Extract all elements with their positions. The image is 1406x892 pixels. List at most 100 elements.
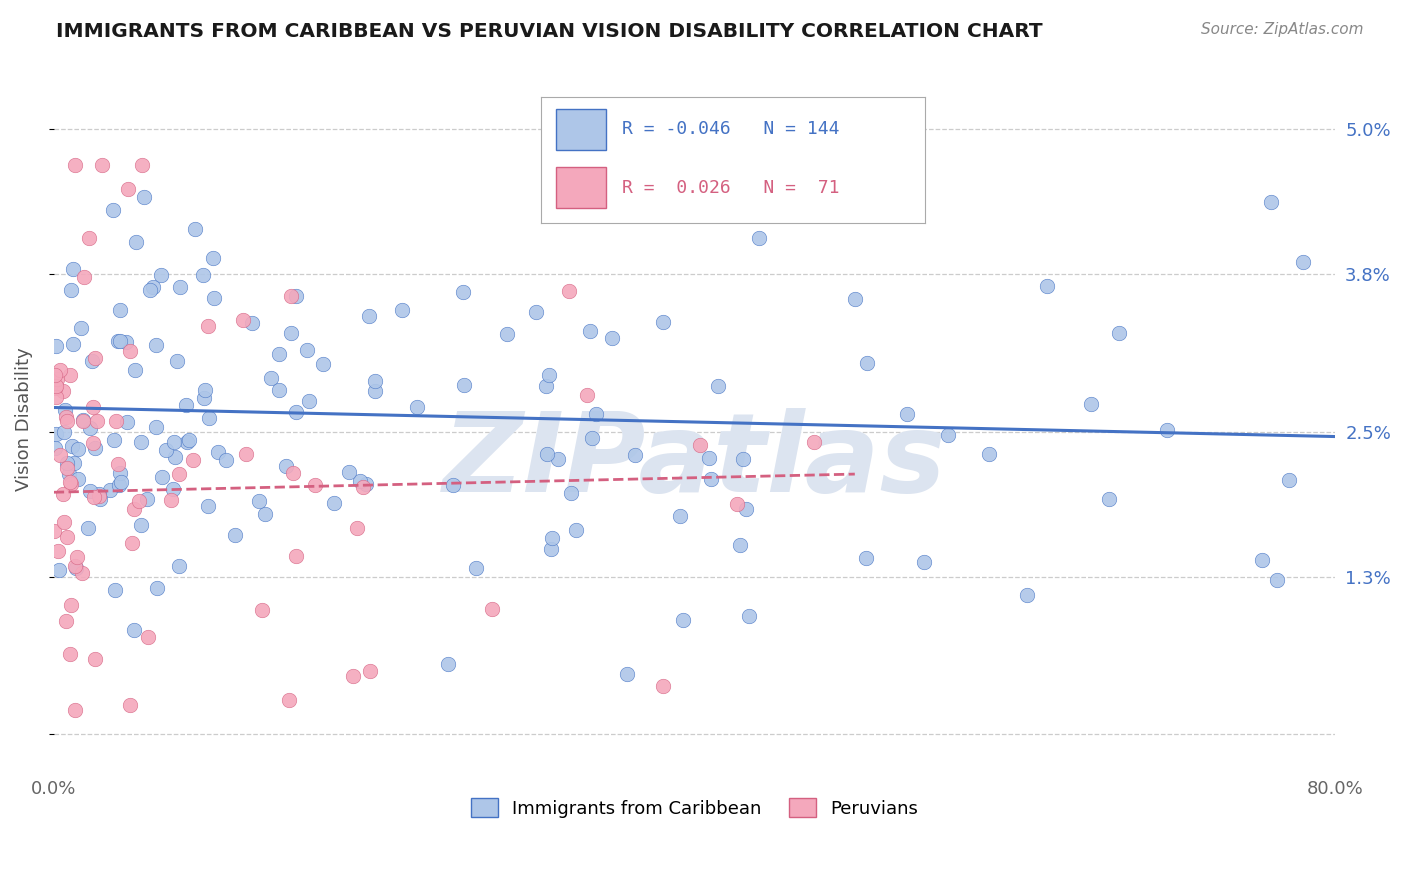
Point [77, 231, 100, 245]
Point [66, 550, 89, 565]
Point [82, 400, 104, 414]
Point [284, 288, 307, 302]
Point [352, 480, 374, 494]
Point [731, 452, 754, 467]
Point [214, 453, 236, 467]
Point [453, 378, 475, 392]
Point [162, 483, 184, 497]
Point [602, 331, 624, 345]
Point [89, 487, 111, 501]
Point [443, 478, 465, 492]
Point [359, 664, 381, 678]
Point [207, 445, 229, 459]
Point [896, 407, 918, 421]
Point [844, 292, 866, 306]
Point [280, 289, 302, 303]
Point [142, 279, 165, 293]
Point [84, 351, 107, 366]
Point [45, 339, 67, 353]
Point [107, 457, 129, 471]
Point [464, 561, 486, 575]
Point [44, 368, 66, 383]
Point [55, 456, 77, 470]
Point [284, 405, 307, 419]
Point [197, 411, 219, 425]
Point [44, 381, 66, 395]
Point [136, 492, 159, 507]
Point [1098, 492, 1121, 507]
Point [117, 182, 139, 196]
Point [110, 475, 132, 490]
Point [735, 502, 758, 516]
Point [63, 559, 86, 574]
Point [295, 343, 318, 357]
Point [89, 492, 111, 507]
Point [46, 543, 69, 558]
Point [285, 549, 308, 563]
Point [66, 442, 89, 457]
Point [169, 279, 191, 293]
Point [277, 693, 299, 707]
Point [536, 447, 558, 461]
Point [191, 268, 214, 282]
Point [59, 368, 82, 383]
Point [139, 283, 162, 297]
Point [167, 467, 190, 482]
Point [534, 379, 557, 393]
Point [45, 371, 67, 385]
Point [936, 428, 959, 442]
Point [65, 561, 87, 575]
Point [311, 357, 333, 371]
Point [63, 703, 86, 717]
Point [1260, 194, 1282, 209]
Point [131, 158, 153, 172]
Point [247, 494, 270, 508]
Point [269, 384, 291, 398]
Point [364, 375, 387, 389]
Point [55, 410, 77, 425]
Point [652, 315, 675, 329]
Point [193, 391, 215, 405]
Point [63, 456, 86, 470]
Point [197, 319, 219, 334]
Point [77, 521, 100, 535]
Point [160, 493, 183, 508]
Point [669, 508, 692, 523]
Point [436, 657, 458, 672]
Point [145, 581, 167, 595]
Point [337, 465, 360, 479]
Point [585, 407, 607, 421]
Text: Source: ZipAtlas.com: Source: ZipAtlas.com [1201, 22, 1364, 37]
Point [651, 679, 673, 693]
Point [166, 353, 188, 368]
Point [114, 334, 136, 349]
Point [700, 472, 723, 486]
Point [281, 467, 304, 481]
Point [48, 563, 70, 577]
Point [44, 379, 66, 393]
Point [129, 518, 152, 533]
Point [118, 698, 141, 712]
Point [202, 292, 225, 306]
Point [73, 269, 96, 284]
Point [495, 327, 517, 342]
Point [48, 363, 70, 377]
Point [855, 550, 877, 565]
Point [541, 531, 564, 545]
Point [481, 602, 503, 616]
Point [359, 309, 381, 323]
Point [49, 448, 72, 462]
Point [1156, 423, 1178, 437]
Point [59, 475, 82, 490]
Point [90, 158, 112, 172]
Point [524, 305, 547, 319]
Point [1108, 326, 1130, 340]
Point [104, 414, 127, 428]
Point [84, 441, 107, 455]
Point [60, 283, 83, 297]
Point [706, 379, 728, 393]
Y-axis label: Vision Disability: Vision Disability [15, 348, 32, 491]
Point [578, 324, 600, 338]
Point [52, 425, 75, 439]
Point [70, 566, 93, 580]
